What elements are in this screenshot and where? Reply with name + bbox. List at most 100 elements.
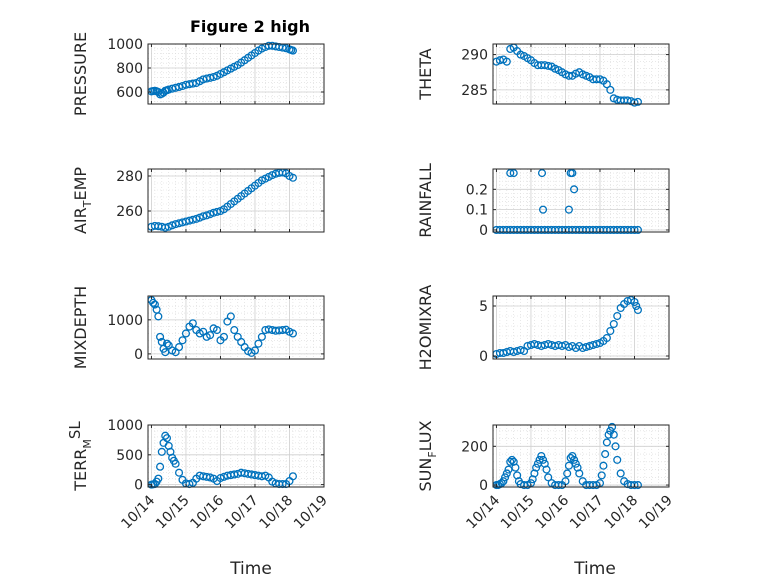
y-tick-label: 500 — [116, 448, 143, 464]
data-point — [181, 329, 191, 338]
data-point — [568, 451, 577, 461]
data-point — [604, 430, 613, 439]
y-tick-label: 200 — [461, 439, 488, 455]
data-point — [202, 211, 211, 220]
data-point — [570, 455, 579, 464]
axes-mixdepth: 0 1000 MIXDEPTH — [71, 286, 325, 369]
y-tick-label: 290 — [461, 48, 488, 64]
y-axis-label-main: RAINFALL — [416, 163, 435, 238]
data-point — [554, 481, 563, 490]
y-axis-label: MIXDEPTH — [71, 286, 90, 369]
data-point — [154, 474, 163, 483]
data-point — [188, 79, 197, 88]
data-point — [564, 205, 573, 214]
y-axis-label-sub: T — [81, 200, 94, 208]
data-point — [609, 430, 618, 439]
y-axis-label: TERRMSL — [66, 421, 94, 492]
y-axis-label: RAINFALL — [416, 163, 435, 238]
data-point — [597, 471, 606, 480]
data-point — [570, 185, 579, 194]
y-tick-label: 1000 — [107, 418, 143, 434]
data-point — [606, 326, 615, 336]
data-point — [606, 85, 615, 94]
y-tick-label: 1000 — [107, 37, 143, 53]
y-tick-label: 5 — [479, 299, 488, 315]
axes-air-temp: 260 280 AIRTEMP — [71, 167, 325, 234]
data-point — [633, 305, 642, 315]
figure-title: Figure 2 high — [190, 17, 310, 36]
data-point — [544, 61, 553, 70]
data-point — [499, 477, 508, 486]
data-point — [502, 57, 511, 66]
data-point — [171, 459, 180, 468]
x-axis-label-left: Time — [229, 559, 272, 579]
y-tick-label: 1000 — [107, 313, 143, 329]
data-point — [175, 468, 184, 477]
y-tick-label: 285 — [461, 83, 488, 99]
data-point — [157, 447, 166, 456]
data-point — [212, 207, 222, 216]
axes-box — [147, 168, 325, 233]
data-point — [571, 459, 580, 468]
data-point — [575, 469, 584, 478]
data-point — [257, 332, 266, 341]
y-axis-label-main: PRESSURE — [71, 32, 90, 116]
axes-box — [147, 295, 325, 360]
y-tick-label: 0 — [134, 347, 143, 363]
data-point — [192, 214, 201, 223]
data-point — [506, 169, 515, 178]
data-point — [616, 469, 625, 478]
y-axis-label-main: THETA — [416, 48, 435, 100]
y-axis-label-main: H2OMIXRA — [416, 285, 435, 371]
data-point — [564, 71, 573, 80]
y-axis-label: H2OMIXRA — [416, 285, 435, 371]
data-point — [602, 438, 611, 447]
data-point — [156, 462, 165, 471]
y-tick-label: 0 — [134, 478, 143, 494]
data-point — [156, 332, 165, 341]
data-point — [542, 465, 551, 474]
data-point — [544, 473, 553, 482]
data-point — [611, 442, 620, 451]
y-axis-label-tail: LUX — [416, 420, 435, 451]
data-point — [568, 169, 577, 178]
data-point — [538, 205, 548, 214]
data-point — [175, 343, 184, 352]
data-point — [162, 339, 172, 348]
data-point — [537, 451, 546, 461]
y-axis-label-sub: M — [81, 439, 94, 449]
axes-box — [492, 168, 670, 233]
data-point — [230, 326, 239, 335]
data-point — [511, 463, 520, 472]
data-point — [219, 332, 228, 341]
data-point — [509, 169, 518, 178]
data-point — [609, 319, 618, 329]
data-point — [188, 215, 197, 224]
axes-box — [147, 424, 325, 488]
data-point — [206, 473, 215, 482]
plot-area — [493, 44, 669, 104]
data-point — [150, 300, 159, 309]
data-point — [254, 339, 263, 348]
plot-area — [493, 169, 669, 232]
data-point — [206, 73, 215, 82]
data-point — [199, 212, 208, 221]
data-point — [175, 82, 184, 92]
axes-box — [492, 424, 670, 488]
data-point — [250, 346, 260, 355]
data-point — [502, 469, 511, 478]
y-axis-label-main: MIXDEPTH — [71, 286, 90, 369]
axes-pressure: 600 800 1000 PRESSURE — [71, 32, 325, 116]
data-point — [506, 457, 515, 466]
y-tick-label: 600 — [116, 85, 143, 101]
data-point — [608, 422, 617, 431]
axes-h2omixra: 0 5 H2OMIXRA — [416, 285, 670, 371]
y-axis-label-main: TERR — [71, 449, 90, 492]
y-tick-label: 260 — [116, 204, 143, 220]
data-point — [602, 333, 611, 343]
data-point — [209, 72, 218, 82]
data-point — [161, 223, 170, 232]
y-tick-label: 0 — [479, 478, 488, 494]
data-point — [281, 44, 291, 53]
y-tick-label: 0.2 — [466, 182, 488, 198]
